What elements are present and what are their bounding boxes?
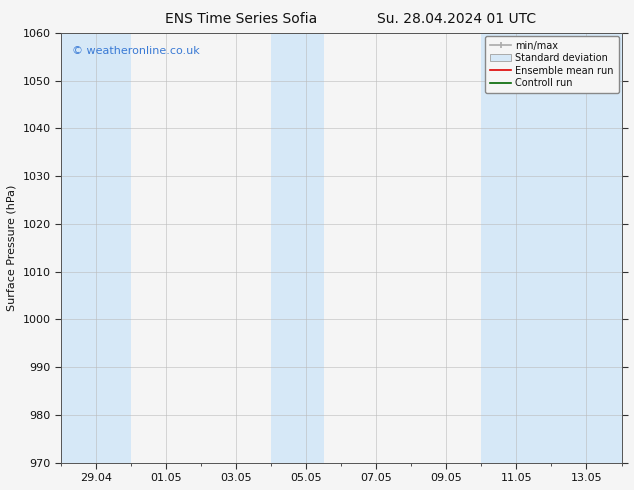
Y-axis label: Surface Pressure (hPa): Surface Pressure (hPa) [7, 185, 17, 311]
Text: © weatheronline.co.uk: © weatheronline.co.uk [72, 46, 200, 56]
Bar [481, 33, 621, 463]
Bar [271, 33, 324, 463]
Text: ENS Time Series Sofia: ENS Time Series Sofia [165, 12, 317, 26]
Text: Su. 28.04.2024 01 UTC: Su. 28.04.2024 01 UTC [377, 12, 536, 26]
Bar [61, 33, 131, 463]
Legend: min/max, Standard deviation, Ensemble mean run, Controll run: min/max, Standard deviation, Ensemble me… [485, 36, 619, 93]
